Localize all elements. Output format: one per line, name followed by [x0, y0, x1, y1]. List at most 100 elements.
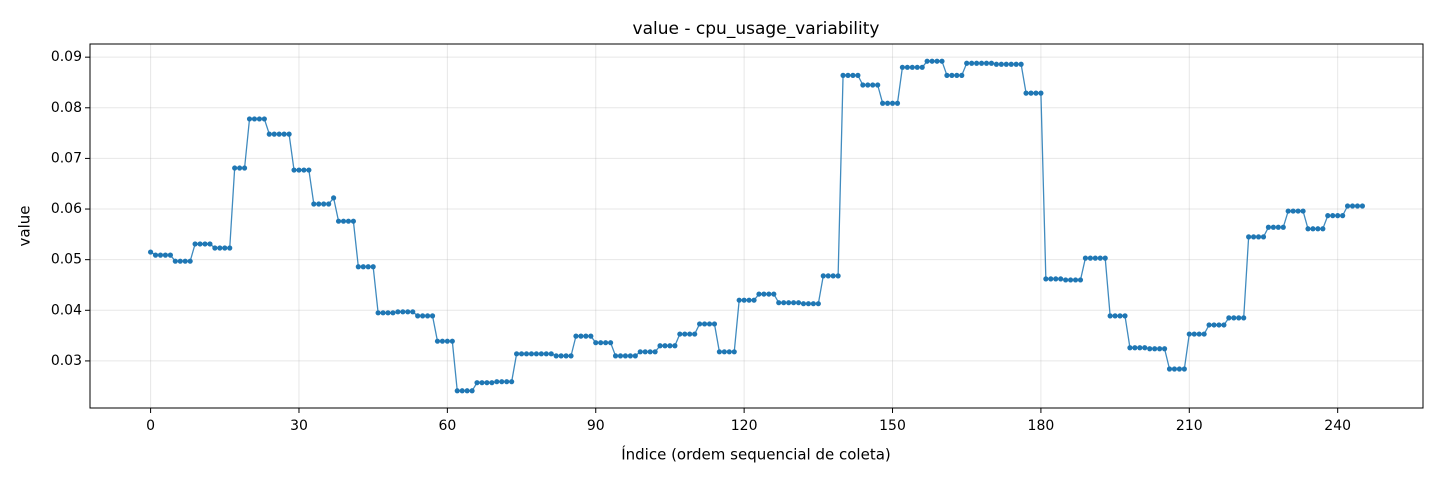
data-point [321, 201, 327, 207]
data-point [880, 100, 886, 106]
data-point [969, 60, 975, 66]
data-point [1221, 322, 1227, 328]
data-point [642, 349, 648, 355]
data-point [241, 165, 248, 171]
data-point [454, 388, 460, 394]
x-axis-label: Índice (ordem sequencial de coleta) [621, 445, 891, 464]
data-point [598, 340, 604, 346]
data-point [771, 291, 777, 297]
data-point [370, 264, 376, 270]
data-point [207, 241, 213, 247]
data-point [1265, 224, 1272, 230]
data-point [291, 167, 297, 173]
data-point [726, 349, 732, 355]
data-point [1132, 345, 1138, 351]
data-point [439, 338, 446, 344]
data-point [761, 291, 767, 297]
data-point [1211, 322, 1217, 328]
data-point [1018, 61, 1024, 67]
data-point [568, 353, 574, 359]
data-point [1354, 203, 1361, 209]
data-point [509, 379, 515, 385]
data-point [1246, 234, 1252, 240]
data-point [978, 60, 985, 66]
data-point [845, 72, 851, 78]
x-tick-label: 150 [879, 418, 906, 434]
data-point [152, 252, 159, 258]
data-point [855, 72, 861, 78]
data-point [983, 60, 990, 66]
data-point [1067, 277, 1074, 283]
data-point [1206, 322, 1212, 328]
data-point [1122, 313, 1128, 319]
data-point [1300, 208, 1306, 214]
data-point [1038, 90, 1044, 96]
data-point [1325, 213, 1331, 219]
data-point [1147, 346, 1153, 352]
data-point [1048, 276, 1054, 282]
data-point [514, 351, 520, 357]
data-point [697, 321, 703, 327]
data-point [232, 165, 238, 171]
chart-title: value - cpu_usage_variability [633, 19, 880, 39]
data-point [840, 72, 846, 78]
data-point [192, 241, 198, 247]
data-point [790, 300, 797, 306]
data-point [390, 310, 396, 316]
data-point [1236, 315, 1242, 321]
data-point [612, 353, 619, 359]
data-point [573, 333, 579, 339]
data-point [1152, 346, 1158, 352]
data-point [1117, 313, 1123, 319]
data-point [306, 167, 312, 173]
data-point [1335, 213, 1341, 219]
data-point [786, 300, 792, 306]
data-point [741, 297, 747, 303]
data-point [182, 258, 188, 264]
data-point [281, 131, 287, 137]
data-point [870, 82, 876, 88]
data-point [751, 297, 757, 303]
data-point [1161, 346, 1168, 352]
data-point [1250, 234, 1257, 240]
data-point [494, 379, 500, 385]
data-point [1033, 90, 1039, 96]
data-point [355, 264, 361, 270]
data-point [528, 351, 535, 357]
data-point [543, 351, 549, 357]
data-point [805, 301, 812, 307]
plot-frame [89, 43, 1424, 409]
data-point [449, 338, 455, 344]
data-point [1349, 203, 1356, 209]
data-point [405, 309, 411, 315]
data-point [731, 349, 737, 355]
data-point [276, 131, 282, 137]
data-point [1201, 331, 1207, 337]
data-point [756, 291, 762, 297]
data-point [331, 195, 337, 201]
data-point [256, 116, 263, 122]
x-tick-label: 210 [1176, 418, 1203, 434]
data-point [345, 218, 352, 224]
data-point [632, 353, 638, 359]
data-point [825, 273, 831, 279]
data-point [410, 309, 416, 315]
data-point [360, 264, 366, 270]
data-point [177, 258, 183, 264]
data-point [860, 82, 866, 88]
data-point [1166, 366, 1173, 372]
data-point [227, 245, 233, 251]
data-point [400, 309, 406, 315]
data-point [1241, 315, 1247, 321]
data-point [736, 297, 742, 303]
data-point [1315, 226, 1321, 232]
data-point [459, 388, 465, 394]
data-point [1023, 90, 1029, 96]
data-point [617, 353, 624, 359]
data-point [1330, 213, 1336, 219]
data-point [162, 252, 169, 258]
data-point [944, 72, 950, 78]
data-point [607, 340, 614, 346]
data-point [701, 321, 708, 327]
